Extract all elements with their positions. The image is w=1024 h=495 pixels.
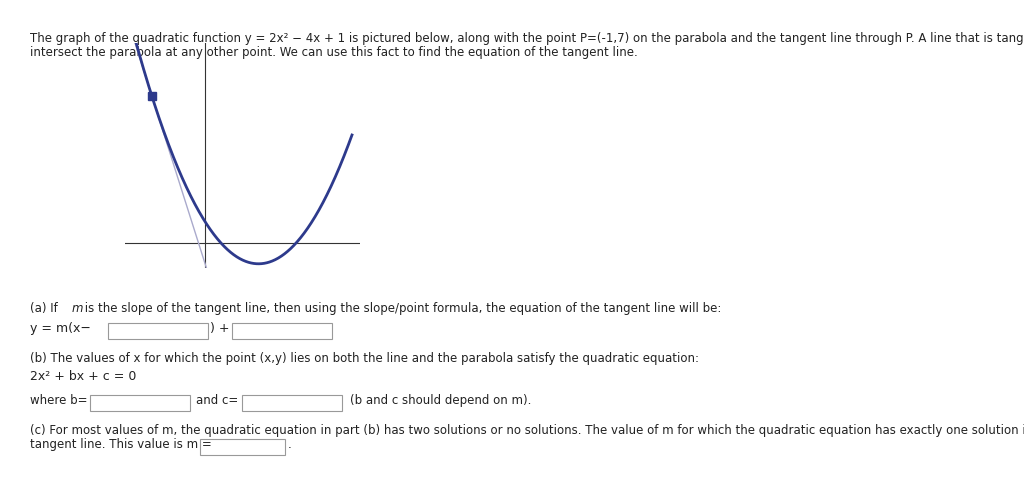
Text: ▤  My Notes: ▤ My Notes	[943, 5, 1017, 18]
Text: where b=: where b=	[30, 394, 87, 407]
Bar	[90, 395, 190, 411]
Text: tangent line. This value is m =: tangent line. This value is m =	[30, 438, 212, 451]
Text: intersect the parabola at any other point. We can use this fact to find the equa: intersect the parabola at any other poin…	[30, 46, 638, 59]
Text: ) +: ) +	[210, 322, 229, 335]
Text: .: .	[288, 438, 292, 451]
Text: (b) The values of x for which the point (x,y) lies on both the line and the para: (b) The values of x for which the point …	[30, 352, 699, 365]
Text: y = m(x−: y = m(x−	[30, 322, 91, 335]
Bar	[200, 439, 285, 455]
Text: m: m	[72, 302, 84, 315]
Bar	[242, 395, 342, 411]
Text: (b and c should depend on m).: (b and c should depend on m).	[350, 394, 531, 407]
Text: 2x² + bx + c = 0: 2x² + bx + c = 0	[30, 370, 136, 383]
Text: The graph of the quadratic function y = 2x² − 4x + 1 is pictured below, along wi: The graph of the quadratic function y = …	[30, 32, 1024, 45]
Bar	[232, 323, 332, 339]
Text: (a) If: (a) If	[30, 302, 61, 315]
Text: is the slope of the tangent line, then using the slope/point formula, the equati: is the slope of the tangent line, then u…	[81, 302, 721, 315]
Text: (c) For most values of m, the quadratic equation in part (b) has two solutions o: (c) For most values of m, the quadratic …	[30, 424, 1024, 437]
Bar	[108, 323, 208, 339]
Text: 6.   ●  -/5 points: 6. ● -/5 points	[8, 5, 104, 18]
Text: and c=: and c=	[196, 394, 239, 407]
